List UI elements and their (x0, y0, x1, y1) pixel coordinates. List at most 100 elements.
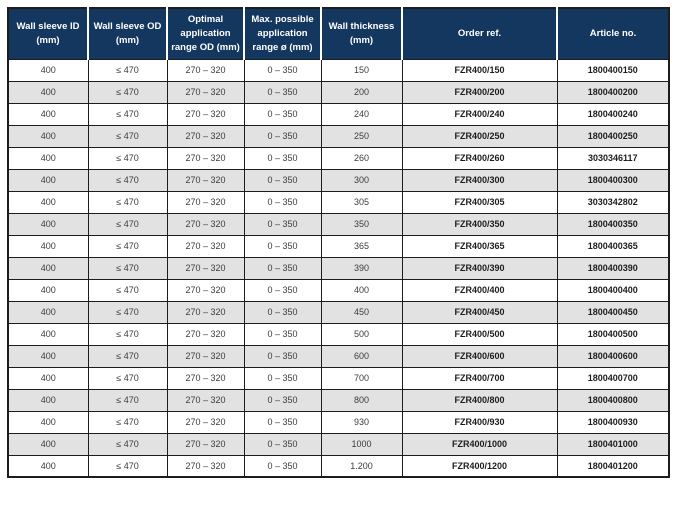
table-cell: FZR400/800 (401, 388, 558, 412)
table-cell: FZR400/305 (401, 190, 558, 214)
table-cell: 270 – 320 (166, 146, 245, 170)
table-header: Wall sleeve ID (mm) Wall sleeve OD (mm) Op… (8, 8, 669, 59)
table-cell: FZR400/1200 (401, 454, 558, 478)
header-cell: Max. possible application range ø (mm) (243, 8, 321, 59)
table-cell: 270 – 320 (166, 366, 245, 390)
table-row: 400 ≤ 470 270 – 320 0 – 350 350 FZR400/350 180… (7, 212, 670, 236)
table-cell: 400 (320, 278, 403, 302)
table-cell: 150 (320, 58, 403, 82)
table-cell: 200 (320, 80, 403, 104)
table-cell: 0 – 350 (243, 212, 322, 236)
table-cell: ≤ 470 (87, 146, 168, 170)
table-cell: 0 – 350 (243, 300, 322, 324)
table-cell: FZR400/450 (401, 300, 558, 324)
header-cell: Article no. (556, 8, 669, 59)
table-row: 400 ≤ 470 270 – 320 0 – 350 300 FZR400/300 180… (7, 168, 670, 192)
table-cell: 270 – 320 (166, 234, 245, 258)
table-cell: 1800400500 (556, 322, 670, 346)
table-cell: 800 (320, 388, 403, 412)
table-cell: 450 (320, 300, 403, 324)
table-cell: 270 – 320 (166, 212, 245, 236)
table-cell: ≤ 470 (87, 322, 168, 346)
header-cell: Optimal application range OD (mm) (166, 8, 244, 59)
table-cell: 270 – 320 (166, 190, 245, 214)
table-cell: FZR400/700 (401, 366, 558, 390)
table-row: 400 ≤ 470 270 – 320 0 – 350 1.200 FZR400/1200… (7, 454, 670, 478)
table-cell: 0 – 350 (243, 234, 322, 258)
table-cell: 400 (7, 168, 89, 192)
table-row: 400 ≤ 470 270 – 320 0 – 350 700 FZR400/700 180… (7, 366, 670, 390)
table-cell: 500 (320, 322, 403, 346)
table-cell: 270 – 320 (166, 410, 245, 434)
table-cell: 0 – 350 (243, 432, 322, 456)
table-cell: 0 – 350 (243, 80, 322, 104)
table-cell: 1800400250 (556, 124, 670, 148)
table-cell: 930 (320, 410, 403, 434)
table-cell: 400 (7, 80, 89, 104)
table-cell: 0 – 350 (243, 322, 322, 346)
table-cell: 1.200 (320, 454, 403, 478)
table-cell: 1800400350 (556, 212, 670, 236)
table-cell: 400 (7, 278, 89, 302)
table-cell: 1800400240 (556, 102, 670, 126)
table-cell: 1800400300 (556, 168, 670, 192)
table-cell: 0 – 350 (243, 278, 322, 302)
table-cell: FZR400/930 (401, 410, 558, 434)
table-cell: ≤ 470 (87, 80, 168, 104)
table-cell: FZR400/400 (401, 278, 558, 302)
table-cell: 270 – 320 (166, 168, 245, 192)
table-cell: 1800400930 (556, 410, 670, 434)
table-row: 400 ≤ 470 270 – 320 0 – 350 150 FZR400/150 180… (7, 58, 670, 82)
table-cell: ≤ 470 (87, 454, 168, 478)
table-cell: 400 (7, 124, 89, 148)
table-cell: 400 (7, 454, 89, 478)
table-cell: FZR400/350 (401, 212, 558, 236)
table-cell: 600 (320, 344, 403, 368)
table-cell: 0 – 350 (243, 58, 322, 82)
table-cell: 270 – 320 (166, 300, 245, 324)
table-cell: 1800400150 (556, 58, 670, 82)
table-cell: 1000 (320, 432, 403, 456)
table-cell: 1800401000 (556, 432, 670, 456)
table-cell: 270 – 320 (166, 388, 245, 412)
table-cell: 305 (320, 190, 403, 214)
table-cell: 400 (7, 212, 89, 236)
table-cell: 0 – 350 (243, 168, 322, 192)
table-cell: 1800400700 (556, 366, 670, 390)
table-cell: ≤ 470 (87, 410, 168, 434)
table-row: 400 ≤ 470 270 – 320 0 – 350 305 FZR400/305 303… (7, 190, 670, 214)
table-cell: 1800401200 (556, 454, 670, 478)
table-cell: 700 (320, 366, 403, 390)
table-cell: 270 – 320 (166, 58, 245, 82)
table-cell: 400 (7, 410, 89, 434)
table-cell: 400 (7, 58, 89, 82)
table-cell: 270 – 320 (166, 124, 245, 148)
table-body: 400 ≤ 470 270 – 320 0 – 350 150 FZR400/150 180… (7, 58, 670, 478)
table-cell: 270 – 320 (166, 256, 245, 280)
product-spec-table: Wall sleeve ID (mm) Wall sleeve OD (mm) Op… (7, 7, 670, 478)
table-row: 400 ≤ 470 270 – 320 0 – 350 250 FZR400/250 180… (7, 124, 670, 148)
table-cell: FZR400/365 (401, 234, 558, 258)
table-cell: ≤ 470 (87, 256, 168, 280)
table-cell: FZR400/1000 (401, 432, 558, 456)
table-cell: 1800400400 (556, 278, 670, 302)
table-cell: ≤ 470 (87, 344, 168, 368)
table-cell: FZR400/240 (401, 102, 558, 126)
table-cell: 1800400200 (556, 80, 670, 104)
table-cell: ≤ 470 (87, 190, 168, 214)
header-cell: Wall sleeve ID (mm) (8, 8, 88, 59)
table-cell: 1800400450 (556, 300, 670, 324)
table-row: 400 ≤ 470 270 – 320 0 – 350 240 FZR400/240 180… (7, 102, 670, 126)
table-cell: FZR400/260 (401, 146, 558, 170)
table-cell: 1800400600 (556, 344, 670, 368)
table-row: 400 ≤ 470 270 – 320 0 – 350 1000 FZR400/1000 1… (7, 432, 670, 456)
table-cell: 0 – 350 (243, 256, 322, 280)
table-cell: 400 (7, 146, 89, 170)
table-cell: 270 – 320 (166, 432, 245, 456)
table-cell: FZR400/600 (401, 344, 558, 368)
table-cell: 400 (7, 190, 89, 214)
table-row: 400 ≤ 470 270 – 320 0 – 350 450 FZR400/450 180… (7, 300, 670, 324)
header-cell: Wall sleeve OD (mm) (87, 8, 167, 59)
table-row: 400 ≤ 470 270 – 320 0 – 350 200 FZR400/200 180… (7, 80, 670, 104)
